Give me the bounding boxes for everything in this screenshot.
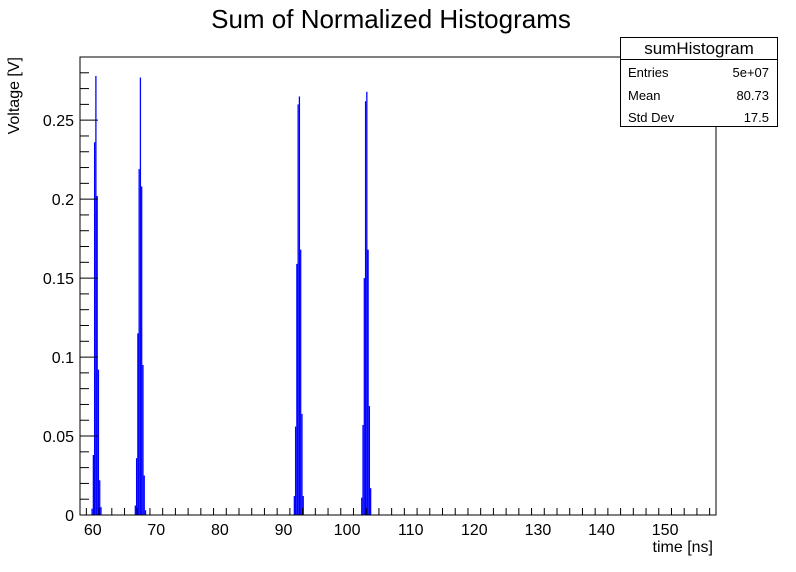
stats-label: Entries (628, 65, 669, 80)
stats-row-mean: Mean 80.73 (621, 84, 777, 106)
histogram-bar (92, 454, 94, 515)
x-tick-label: 110 (398, 522, 424, 539)
y-tick-label: 0.15 (43, 271, 74, 288)
histogram-bar (368, 406, 371, 515)
histogram-bar (99, 480, 101, 515)
stats-row-entries: Entries 5e+07 (621, 61, 777, 83)
y-tick-label: 0 (65, 508, 74, 525)
histogram-bar (134, 505, 136, 515)
histogram-bars (91, 75, 372, 516)
chart-title: Sum of Normalized Histograms (211, 4, 571, 34)
histogram-bar (139, 77, 142, 515)
histogram-bar (143, 475, 145, 515)
histogram-bar (138, 169, 140, 515)
x-tick-label: 100 (334, 522, 361, 539)
histogram-bar (367, 249, 369, 515)
histogram-bar (135, 458, 138, 515)
histogram-bar (366, 91, 368, 516)
histogram-bar (93, 142, 96, 515)
histogram-bar (302, 496, 304, 515)
histogram-bar (142, 364, 144, 515)
x-tick-label: 130 (525, 522, 552, 539)
histogram-bar (296, 263, 298, 515)
x-tick-label: 120 (461, 522, 488, 539)
histogram-bar (301, 413, 303, 515)
histogram-bar (144, 510, 147, 515)
stats-value: 5e+07 (732, 65, 769, 80)
stats-label: Mean (628, 88, 661, 103)
histogram-bar (300, 249, 302, 515)
histogram-bar (100, 507, 102, 515)
histogram-bar (97, 369, 100, 515)
x-axis-label: time [ns] (653, 539, 713, 556)
histogram-bar (370, 488, 372, 515)
histogram-bar (96, 195, 98, 516)
stats-label: Std Dev (628, 110, 675, 125)
x-tick-label: 150 (652, 522, 679, 539)
histogram-bar (361, 497, 363, 515)
x-axis-ticks: 60 70 80 90 100 110 120 130 140 150 (84, 508, 711, 539)
histogram-bar (141, 186, 143, 515)
stats-value: 80.73 (736, 88, 769, 103)
x-tick-label: 90 (275, 522, 293, 539)
histogram-bar (297, 104, 299, 515)
stats-title: sumHistogram (621, 38, 777, 60)
histogram-bar (95, 75, 97, 515)
histogram-bar (298, 96, 301, 515)
x-tick-label: 70 (147, 522, 165, 539)
y-tick-label: 0.2 (52, 192, 74, 209)
plot-frame (79, 56, 717, 516)
y-tick-label: 0.05 (43, 429, 74, 446)
histogram-bar (137, 333, 139, 515)
stats-box: sumHistogram Entries 5e+07 Mean 80.73 St… (620, 37, 778, 127)
x-tick-label: 60 (84, 522, 102, 539)
histogram-bar (362, 424, 364, 515)
stats-value: 17.5 (743, 110, 769, 125)
y-axis-label: Voltage [V] (6, 57, 23, 134)
y-axis-ticks: 0 0.05 0.1 0.15 0.2 0.25 (43, 72, 98, 525)
histogram-bar (364, 101, 367, 515)
histogram-bar (294, 426, 297, 515)
x-tick-label: 140 (588, 522, 615, 539)
histogram-bar (363, 278, 365, 515)
histogram-bar (91, 508, 93, 515)
stats-row-stddev: Std Dev 17.5 (621, 106, 777, 128)
histogram-bar (293, 496, 295, 515)
x-tick-label: 80 (211, 522, 229, 539)
y-tick-label: 0.1 (52, 350, 74, 367)
y-tick-label: 0.25 (43, 113, 74, 130)
